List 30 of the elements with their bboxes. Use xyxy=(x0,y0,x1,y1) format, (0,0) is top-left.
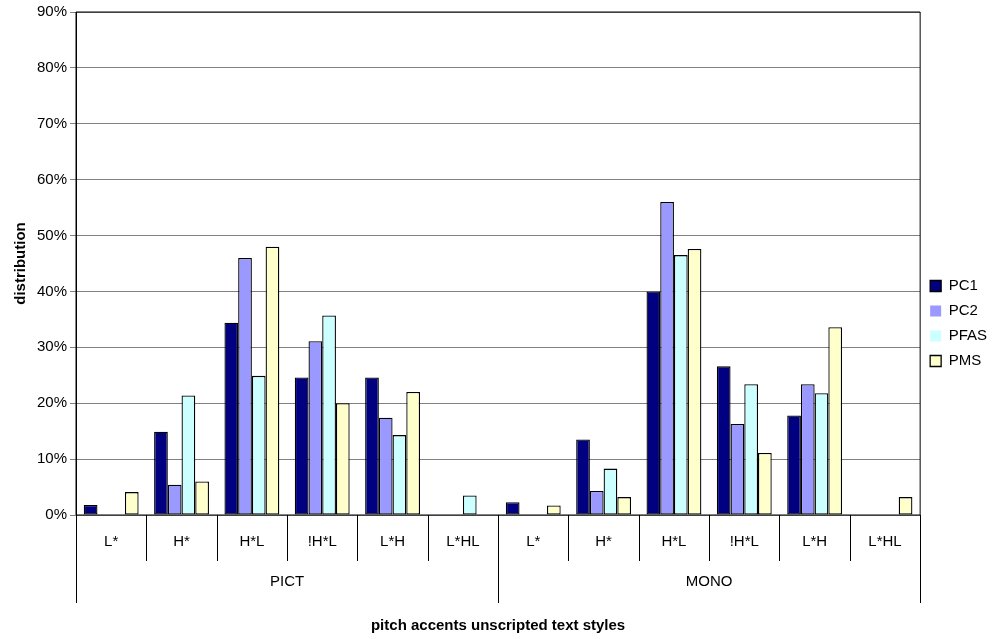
legend-label: PMS xyxy=(948,351,982,369)
y-tick-label: 40% xyxy=(36,281,68,299)
y-tick-label: 0% xyxy=(45,505,68,523)
text: PICT xyxy=(269,572,305,590)
x-tick-label: !H*L xyxy=(729,532,759,550)
y-tick-label: 30% xyxy=(36,337,68,355)
x-tick-label: L* xyxy=(526,532,541,550)
y-tick-label: 50% xyxy=(36,225,68,243)
legend-label: PC1 xyxy=(948,276,978,294)
x-tick-label: H* xyxy=(595,532,613,550)
x-tick-label: H*L xyxy=(239,532,265,550)
y-axis-title: distribution xyxy=(11,222,29,305)
legend-label: PFAS xyxy=(948,326,988,344)
y-tick-label: 70% xyxy=(36,113,68,131)
x-tick-label: L*H xyxy=(802,532,828,550)
x-axis-title: pitch accents unscripted text styles xyxy=(370,616,626,634)
legend-label: PC2 xyxy=(948,301,978,319)
y-tick-label: 60% xyxy=(36,169,68,187)
y-tick-label: 10% xyxy=(36,449,68,467)
x-tick-label: L* xyxy=(104,532,119,550)
text: MONO xyxy=(685,572,733,590)
y-tick-label: 20% xyxy=(36,393,68,411)
x-tick-label: L*HL xyxy=(446,532,480,550)
x-tick-label: L*H xyxy=(380,532,406,550)
x-tick-label: H* xyxy=(173,532,191,550)
x-tick-label: L*HL xyxy=(868,532,902,550)
y-tick-label: 80% xyxy=(36,58,68,76)
x-tick-label: H*L xyxy=(661,532,687,550)
y-tick-label: 90% xyxy=(36,2,68,20)
x-tick-label: !H*L xyxy=(307,532,337,550)
